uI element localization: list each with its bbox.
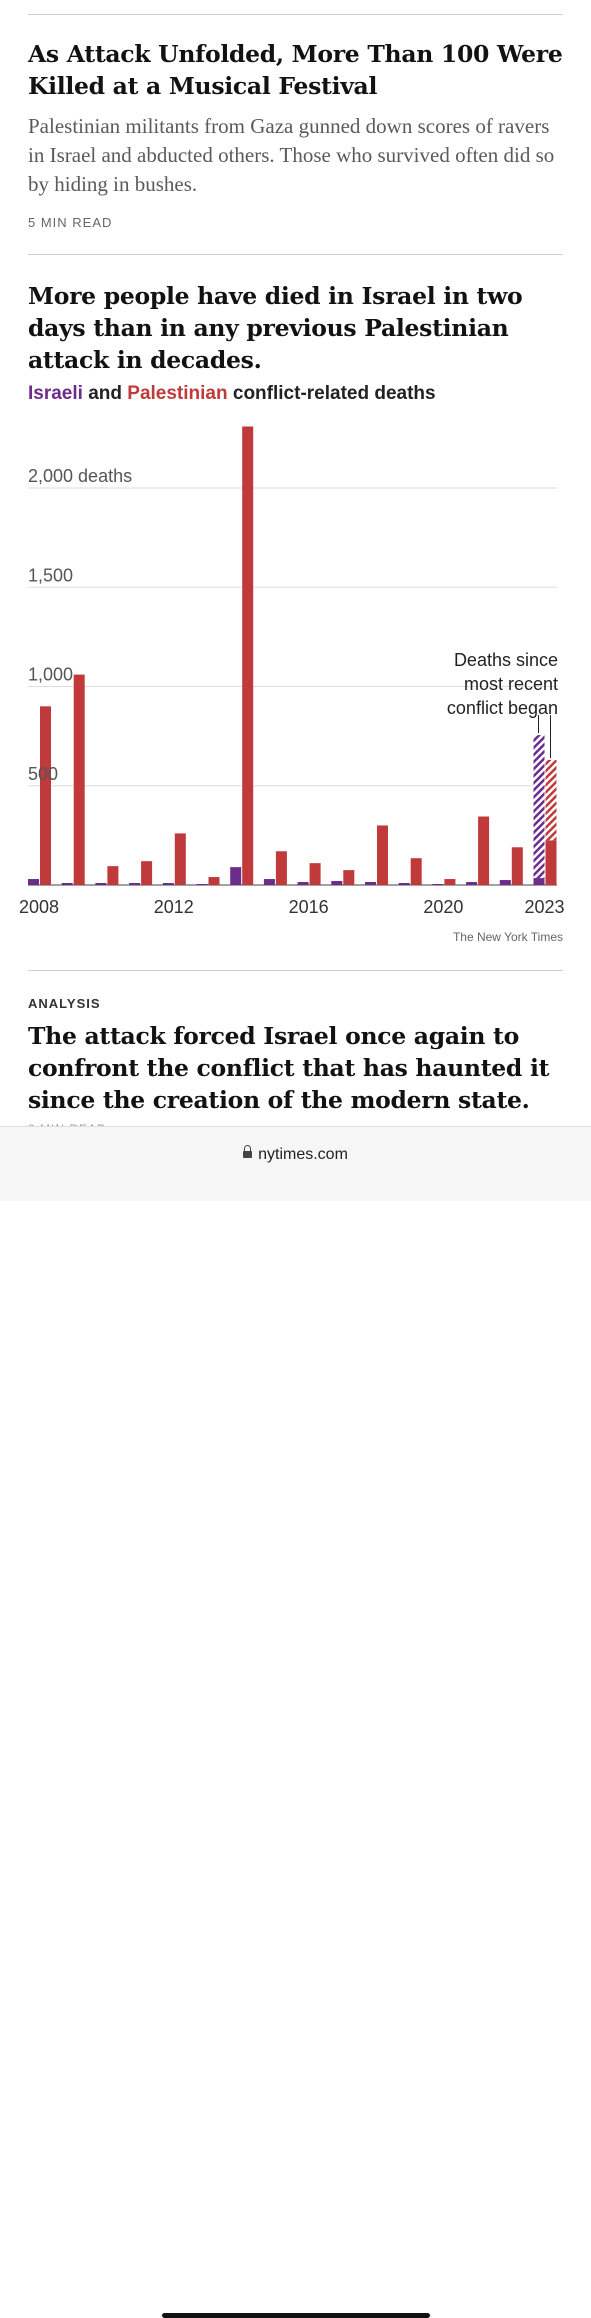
bar-israeli-2010 — [95, 883, 107, 885]
chart-credit: The New York Times — [452, 930, 563, 944]
top-divider — [28, 14, 563, 15]
bar-israeli-since-conflict — [533, 735, 545, 879]
lock-icon — [243, 1145, 253, 1158]
section-divider — [28, 254, 563, 255]
y-tick-label: 1,500 — [28, 565, 73, 585]
x-tick-label: 2020 — [423, 897, 463, 917]
section-divider-2 — [28, 970, 563, 971]
bar-palestinian-2020 — [444, 879, 456, 885]
bar-israeli-2009 — [61, 883, 73, 885]
deaths-bar-chart: 500 1,000 1,500 2,000 deaths Deaths since mos… — [19, 426, 565, 917]
annotation-text: Deaths since — [454, 650, 558, 670]
x-tick-label: 2012 — [154, 897, 194, 917]
bar-israeli-2011 — [129, 883, 141, 885]
bar-israeli-2008 — [28, 879, 39, 885]
legend-palestinian: Palestinian — [127, 383, 228, 404]
bar-israeli-2015 — [263, 879, 275, 885]
bar-palestinian-2019 — [410, 858, 422, 885]
legend-connector: and — [82, 383, 128, 404]
bar-palestinian-2010 — [107, 866, 119, 885]
read-time: 5 MIN READ — [28, 215, 113, 230]
bar-palestinian-2018 — [377, 825, 388, 885]
chart-title: Israeli and Palestinian conflict-related… — [28, 383, 436, 405]
bar-israeli-2013 — [196, 884, 208, 885]
y-tick-label: 500 — [28, 764, 58, 784]
x-tick-label: 2008 — [19, 897, 59, 917]
bar-israeli-2021 — [466, 882, 478, 885]
read-time-peek: 8 MIN READ — [28, 1122, 107, 1127]
bar-israeli-2023 — [533, 878, 545, 885]
bar-palestinian-2015 — [275, 851, 287, 885]
bar-israeli-2014 — [230, 867, 242, 885]
url-display[interactable]: nytimes.com — [0, 1145, 591, 1164]
bar-palestinian-2008 — [40, 706, 51, 885]
bar-israeli-2016 — [297, 882, 309, 885]
bar-palestinian-2012 — [174, 833, 186, 885]
article-summary: Palestinian militants from Gaza gunned d… — [28, 114, 555, 196]
bar-israeli-2019 — [398, 883, 410, 885]
bar-palestinian-2021 — [478, 816, 490, 885]
bar-palestinian-2014 — [242, 426, 254, 885]
y-tick-label: 2,000 deaths — [28, 466, 132, 486]
home-indicator[interactable] — [162, 2313, 430, 2318]
bar-israeli-2012 — [162, 883, 174, 885]
bar-palestinian-since-conflict — [545, 759, 557, 841]
browser-url-bar[interactable]: nytimes.com — [0, 1126, 591, 2318]
url-text: nytimes.com — [258, 1146, 348, 1163]
legend-suffix: conflict-related deaths — [227, 383, 436, 404]
annotation-text: conflict began — [447, 698, 558, 718]
bar-palestinian-2011 — [141, 861, 153, 885]
x-tick-label: 2016 — [289, 897, 329, 917]
x-tick-label: 2023 — [524, 897, 564, 917]
article-kicker: ANALYSIS — [28, 996, 101, 1011]
bar-palestinian-2022 — [511, 847, 523, 885]
article-headline[interactable]: As Attack Unfolded, More Than 100 Were K… — [28, 40, 563, 100]
bar-palestinian-2023 — [545, 840, 557, 885]
bar-israeli-2022 — [499, 880, 511, 885]
article-headline-2[interactable]: The attack forced Israel once again to c… — [28, 1022, 550, 1114]
legend-israeli: Israeli — [28, 383, 83, 404]
y-tick-label: 1,000 — [28, 665, 73, 685]
chart-headline[interactable]: More people have died in Israel in two d… — [28, 282, 523, 374]
bar-palestinian-2009 — [73, 674, 85, 885]
bar-palestinian-2013 — [208, 877, 220, 885]
bar-palestinian-2016 — [309, 863, 321, 885]
bar-palestinian-2017 — [343, 870, 355, 885]
bar-israeli-2018 — [365, 882, 376, 885]
annotation-text: most recent — [464, 674, 558, 694]
bar-israeli-2020 — [432, 884, 444, 885]
bar-israeli-2017 — [331, 881, 343, 885]
